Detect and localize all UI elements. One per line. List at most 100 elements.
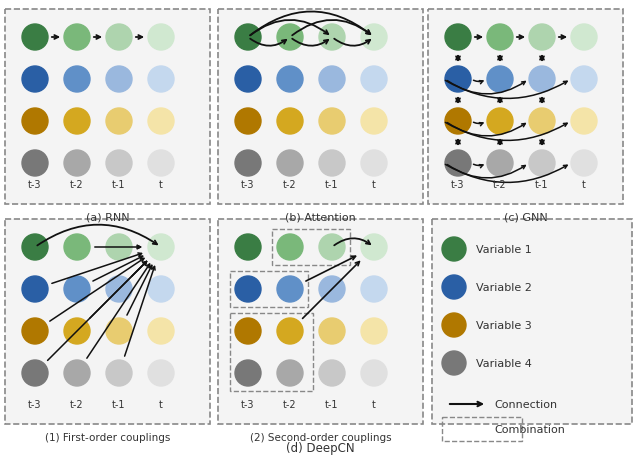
Circle shape [22,276,48,302]
Circle shape [22,25,48,51]
Circle shape [442,237,466,262]
Circle shape [529,25,555,51]
Bar [428,10,623,205]
Circle shape [22,318,48,344]
Bar [230,14,266,201]
Bar [356,14,392,201]
Text: t-3: t-3 [451,179,465,190]
Circle shape [277,360,303,386]
Bar [218,219,423,424]
Circle shape [445,67,471,93]
Circle shape [361,360,387,386]
Circle shape [235,360,261,386]
Circle shape [319,360,345,386]
Circle shape [445,109,471,134]
Circle shape [148,276,174,302]
Circle shape [319,25,345,51]
Circle shape [235,25,261,51]
Circle shape [148,318,174,344]
Circle shape [277,109,303,134]
Bar [59,14,95,201]
Circle shape [487,109,513,134]
Text: t-1: t-1 [535,179,548,190]
Circle shape [361,235,387,260]
Circle shape [106,25,132,51]
Bar [314,14,350,201]
Text: t: t [372,179,376,190]
Text: t-1: t-1 [325,179,339,190]
Text: t-3: t-3 [241,399,255,409]
Circle shape [64,360,90,386]
Bar [143,224,179,420]
Circle shape [235,109,261,134]
Circle shape [529,67,555,93]
Circle shape [235,151,261,177]
Text: t-2: t-2 [493,179,507,190]
Circle shape [361,318,387,344]
Bar [17,224,53,420]
Circle shape [22,67,48,93]
Circle shape [22,235,48,260]
Text: (2) Second-order couplings: (2) Second-order couplings [250,432,391,442]
Circle shape [148,109,174,134]
Text: Variable 4: Variable 4 [476,358,532,368]
Text: (d) DeepCN: (d) DeepCN [285,441,355,454]
Circle shape [571,67,597,93]
Circle shape [106,318,132,344]
Circle shape [319,151,345,177]
Text: t-1: t-1 [325,399,339,409]
Bar [524,14,560,201]
Circle shape [106,276,132,302]
Text: Variable 3: Variable 3 [476,320,532,330]
Text: t-2: t-2 [70,179,84,190]
Text: t-2: t-2 [283,179,297,190]
Bar [101,14,137,201]
Circle shape [64,109,90,134]
Text: t-3: t-3 [28,399,42,409]
Circle shape [106,235,132,260]
Circle shape [235,67,261,93]
Circle shape [148,67,174,93]
Circle shape [442,275,466,299]
Circle shape [319,109,345,134]
Circle shape [442,351,466,375]
Circle shape [64,235,90,260]
Bar [230,224,266,420]
Circle shape [487,67,513,93]
Circle shape [529,109,555,134]
Text: t: t [372,399,376,409]
Circle shape [361,67,387,93]
Circle shape [64,318,90,344]
Circle shape [22,109,48,134]
Circle shape [277,25,303,51]
Circle shape [148,151,174,177]
Circle shape [571,151,597,177]
Bar [314,224,350,420]
Text: Combination: Combination [494,424,565,434]
Circle shape [22,151,48,177]
Circle shape [235,276,261,302]
Bar [218,10,423,205]
Circle shape [361,276,387,302]
Circle shape [64,67,90,93]
Text: t: t [159,179,163,190]
Circle shape [277,235,303,260]
Circle shape [106,360,132,386]
Circle shape [361,25,387,51]
Circle shape [148,360,174,386]
Text: (a) RNN: (a) RNN [86,213,129,223]
Circle shape [571,25,597,51]
Text: t-2: t-2 [70,399,84,409]
Bar [59,224,95,420]
Text: t-3: t-3 [241,179,255,190]
Circle shape [442,313,466,337]
Circle shape [106,109,132,134]
Bar [440,14,476,201]
Text: (1) First-order couplings: (1) First-order couplings [45,432,170,442]
Text: t-1: t-1 [112,179,125,190]
Circle shape [487,25,513,51]
Bar [566,14,602,201]
Circle shape [319,318,345,344]
Text: Variable 2: Variable 2 [476,282,532,292]
Bar [5,10,210,205]
